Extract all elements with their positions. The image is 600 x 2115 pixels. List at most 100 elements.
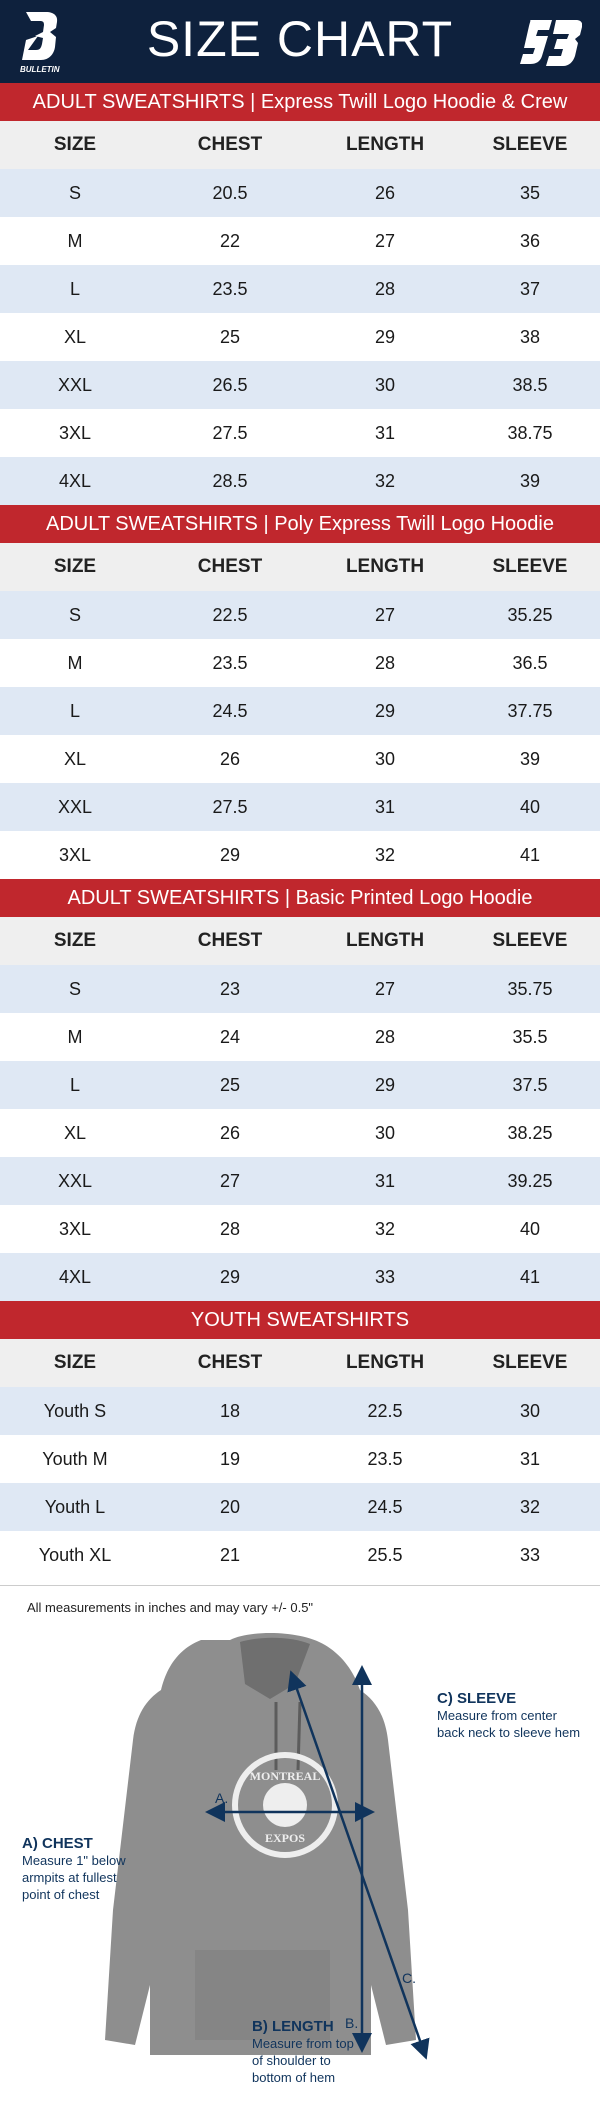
- column-header-sleeve: SLEEVE: [492, 930, 568, 951]
- cell-chest: 25: [219, 326, 241, 347]
- cell-chest: 29: [219, 844, 241, 865]
- column-header-chest: CHEST: [197, 1352, 263, 1373]
- cell-chest: 26: [219, 748, 241, 769]
- column-header-chest: CHEST: [197, 930, 263, 951]
- section-title: ADULT SWEATSHIRTS | Poly Express Twill L…: [0, 505, 600, 543]
- section-title: YOUTH SWEATSHIRTS: [0, 1301, 600, 1339]
- chest-desc: Measure 1" below armpits at fullest poin…: [22, 1853, 126, 1902]
- cell-sleeve: 33: [519, 1544, 541, 1565]
- table-header-row: SIZE CHEST LENGTH SLEEVE: [0, 543, 600, 591]
- cell-sleeve: 37.5: [512, 1074, 548, 1095]
- table-row: XL 26 30 39: [0, 735, 600, 783]
- expos-logo-ball: [263, 1783, 307, 1827]
- cell-sleeve: 39: [519, 748, 541, 769]
- cell-sleeve: 41: [519, 1266, 541, 1287]
- cell-size: Youth XL: [38, 1544, 112, 1565]
- bulletin-wordmark: BULLETIN: [20, 65, 60, 74]
- cell-length: 30: [374, 374, 396, 395]
- page-header: BULLETIN SIZE CHART: [0, 0, 600, 83]
- cell-length: 31: [374, 796, 396, 817]
- cell-size: XXL: [57, 796, 93, 817]
- cell-length: 29: [374, 1074, 396, 1095]
- cell-size: S: [68, 604, 81, 625]
- cell-sleeve: 35: [519, 182, 541, 203]
- table-row: M 24 28 35.5: [0, 1013, 600, 1061]
- cell-size: XXL: [57, 1170, 93, 1191]
- section-title: ADULT SWEATSHIRTS | Basic Printed Logo H…: [0, 879, 600, 917]
- cell-length: 30: [374, 1122, 396, 1143]
- cell-size: 3XL: [58, 844, 92, 865]
- cell-sleeve: 38: [519, 326, 541, 347]
- sleeve-label: C) SLEEVE Measure from center back neck t…: [437, 1690, 587, 1741]
- cell-sleeve: 38.25: [507, 1122, 553, 1143]
- table-row: Youth L 20 24.5 32: [0, 1483, 600, 1531]
- cell-sleeve: 39: [519, 470, 541, 491]
- table-row: XXL 26.5 30 38.5: [0, 361, 600, 409]
- cell-sleeve: 35.5: [512, 1026, 548, 1047]
- hoodie-diagram: MONTREAL EXPOS A. B. C. A) CHEST Measure …: [0, 1620, 600, 2110]
- cell-chest: 22.5: [212, 604, 248, 625]
- cell-size: XL: [63, 748, 87, 769]
- cell-sleeve: 31: [519, 1448, 541, 1469]
- table-row: L 25 29 37.5: [0, 1061, 600, 1109]
- cell-size: Youth L: [44, 1496, 106, 1517]
- table-row: XL 25 29 38: [0, 313, 600, 361]
- table-row: Youth M 19 23.5 31: [0, 1435, 600, 1483]
- cell-length: 25.5: [367, 1544, 403, 1565]
- column-header-size: SIZE: [53, 930, 97, 951]
- cell-length: 23.5: [367, 1448, 403, 1469]
- cell-length: 31: [374, 422, 396, 443]
- column-header-sleeve: SLEEVE: [492, 1352, 568, 1373]
- table-row: 3XL 27.5 31 38.75: [0, 409, 600, 457]
- column-header-sleeve: SLEEVE: [492, 134, 568, 155]
- cell-sleeve: 32: [519, 1496, 541, 1517]
- cell-sleeve: 35.75: [507, 978, 553, 999]
- column-header-length: LENGTH: [345, 1352, 425, 1373]
- logo-text-top: MONTREAL: [250, 1769, 321, 1783]
- table-row: XL 26 30 38.25: [0, 1109, 600, 1157]
- cell-size: S: [68, 182, 81, 203]
- column-header-size: SIZE: [53, 1352, 97, 1373]
- cell-size: L: [69, 700, 80, 721]
- table-row: XXL 27 31 39.25: [0, 1157, 600, 1205]
- table-row: S 20.5 26 35: [0, 169, 600, 217]
- logo-text-bottom: EXPOS: [265, 1831, 305, 1845]
- cell-chest: 23: [219, 978, 241, 999]
- cell-sleeve: 36: [519, 230, 541, 251]
- marker-a: A.: [215, 1790, 229, 1806]
- cell-length: 31: [374, 1170, 396, 1191]
- cell-length: 27: [374, 978, 396, 999]
- cell-chest: 27: [219, 1170, 241, 1191]
- column-header-chest: CHEST: [197, 556, 263, 577]
- cell-chest: 28: [219, 1218, 241, 1239]
- cell-size: Youth S: [43, 1400, 107, 1421]
- cell-size: XL: [63, 1122, 87, 1143]
- cell-sleeve: 37: [519, 278, 541, 299]
- cell-sleeve: 37.75: [507, 700, 553, 721]
- cell-length: 22.5: [367, 1400, 403, 1421]
- cell-chest: 22: [219, 230, 241, 251]
- cell-length: 27: [374, 230, 396, 251]
- table-row: 4XL 28.5 32 39: [0, 457, 600, 505]
- cell-sleeve: 40: [519, 1218, 541, 1239]
- cell-chest: 26.5: [212, 374, 248, 395]
- cell-sleeve: 38.5: [512, 374, 548, 395]
- chest-label: A) CHEST Measure 1" below armpits at full…: [22, 1835, 132, 1903]
- cell-length: 32: [374, 470, 396, 491]
- table-row: 3XL 29 32 41: [0, 831, 600, 879]
- cell-chest: 28.5: [212, 470, 248, 491]
- cell-size: L: [69, 1074, 80, 1095]
- cell-sleeve: 36.5: [512, 652, 548, 673]
- table-row: Youth S 18 22.5 30: [0, 1387, 600, 1435]
- cell-length: 30: [374, 748, 396, 769]
- divider: [0, 1585, 600, 1586]
- cell-sleeve: 38.75: [507, 422, 553, 443]
- table-row: 3XL 28 32 40: [0, 1205, 600, 1253]
- column-header-sleeve: SLEEVE: [492, 556, 568, 577]
- page-title: SIZE CHART: [146, 11, 454, 67]
- cell-length: 29: [374, 700, 396, 721]
- marker-c: C.: [402, 1970, 416, 1986]
- cell-length: 28: [374, 652, 396, 673]
- column-header-length: LENGTH: [345, 134, 425, 155]
- table-row: M 22 27 36: [0, 217, 600, 265]
